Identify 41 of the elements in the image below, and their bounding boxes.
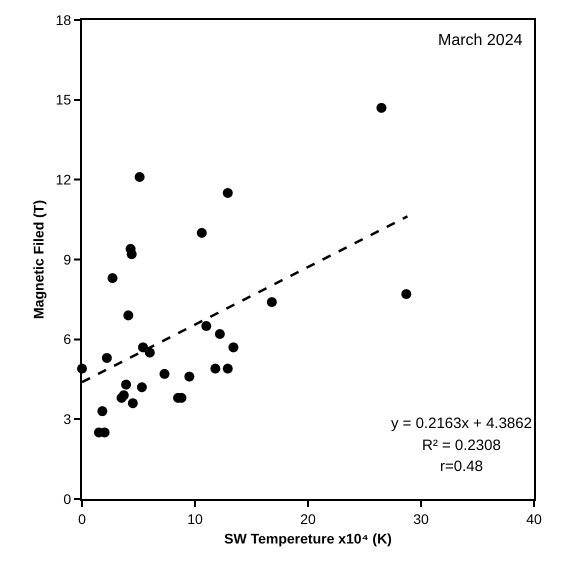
point	[118, 390, 129, 400]
point	[222, 188, 233, 198]
point	[134, 172, 145, 182]
point	[196, 228, 207, 238]
point	[401, 289, 412, 300]
annotation: March 2024	[438, 32, 523, 49]
point	[97, 406, 108, 416]
point	[136, 382, 147, 392]
point	[210, 364, 220, 374]
x-tick-label: 0	[78, 510, 86, 527]
point	[128, 398, 138, 408]
annotation: R² = 0.2308	[422, 437, 501, 454]
y-tick-label: 15	[56, 92, 72, 108]
point	[102, 352, 112, 363]
x-tick-label: 10	[187, 510, 203, 527]
point	[123, 310, 134, 320]
annotation: r=0.48	[440, 458, 483, 475]
x-axis-title: SW Tempereture x10⁴ (K)	[224, 530, 392, 547]
point	[214, 329, 225, 340]
point	[108, 273, 118, 284]
y-tick-label: 6	[63, 331, 72, 348]
x-tick-label: 30	[413, 510, 429, 527]
point	[126, 249, 137, 260]
y-tick-label: 12	[56, 172, 72, 188]
point	[201, 321, 212, 332]
point	[222, 364, 233, 374]
y-axis-title: Magnetic Filed (T)	[30, 200, 47, 319]
point	[184, 372, 194, 382]
point	[138, 342, 148, 352]
x-tick-label: 20	[300, 510, 316, 527]
y-tick-label: 3	[63, 411, 72, 428]
y-tick-label: 9	[63, 251, 72, 268]
point	[266, 297, 277, 308]
point	[376, 102, 386, 113]
point	[159, 368, 170, 379]
point	[228, 342, 238, 352]
point	[121, 380, 132, 390]
y-tick-label: 18	[56, 12, 72, 28]
y-tick-label: 0	[63, 490, 72, 507]
annotation: y = 0.2163x + 4.3862	[391, 415, 532, 432]
x-tick-label: 40	[526, 510, 542, 527]
